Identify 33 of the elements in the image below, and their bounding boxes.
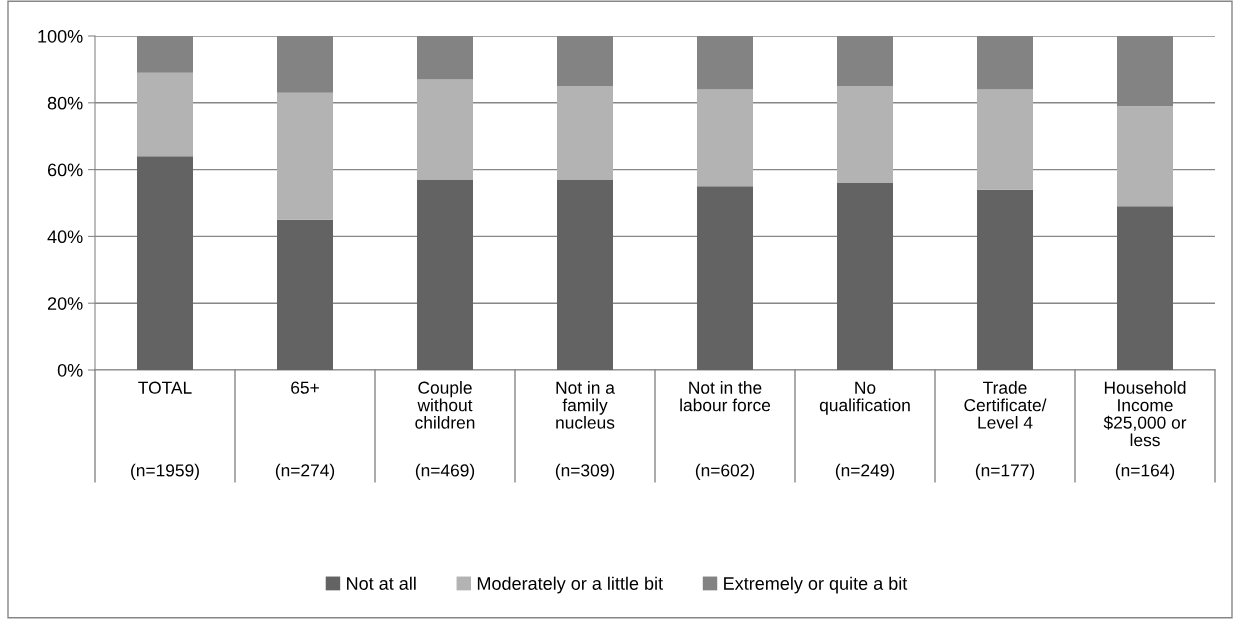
category-label: No qualification (n=249) — [819, 381, 910, 480]
y-tick-label: 80% — [47, 96, 83, 110]
y-tick-label: 100% — [38, 29, 83, 43]
category-label: Not in the labour force (n=602) — [680, 381, 771, 480]
bar — [277, 92, 333, 220]
legend-label: Not at all — [347, 576, 416, 590]
y-tick-label: 0% — [57, 363, 83, 377]
bar — [697, 89, 753, 187]
bar — [837, 182, 893, 370]
bar — [137, 156, 193, 370]
bar — [977, 189, 1033, 370]
bar — [1117, 206, 1173, 370]
bar — [557, 179, 613, 370]
category-label: Couple without children (n=469) — [415, 381, 475, 480]
bar — [557, 86, 613, 180]
category-label: Trade Certificate/ Level 4 (n=177) — [964, 381, 1047, 480]
bar — [417, 179, 473, 370]
legend-label: Moderately or a little bit — [477, 576, 663, 594]
bar — [837, 86, 893, 183]
y-tick-label: 40% — [47, 230, 83, 244]
bar — [977, 89, 1033, 190]
bar — [417, 79, 473, 180]
bar — [1117, 106, 1173, 207]
bar — [137, 72, 193, 157]
category-label: 65+ (n=274) — [275, 381, 335, 480]
legend-label: Extremely or quite a bit — [724, 576, 908, 594]
bar — [697, 186, 753, 370]
y-tick-label: 20% — [47, 297, 83, 310]
y-tick-label: 60% — [47, 163, 83, 177]
category-label: Household Income $25,000 or less (n=164) — [1103, 381, 1187, 480]
bar — [277, 219, 333, 370]
category-label: Not in a family nucleus (n=309) — [555, 381, 615, 480]
category-label: TOTAL (n=1959) — [131, 381, 199, 480]
